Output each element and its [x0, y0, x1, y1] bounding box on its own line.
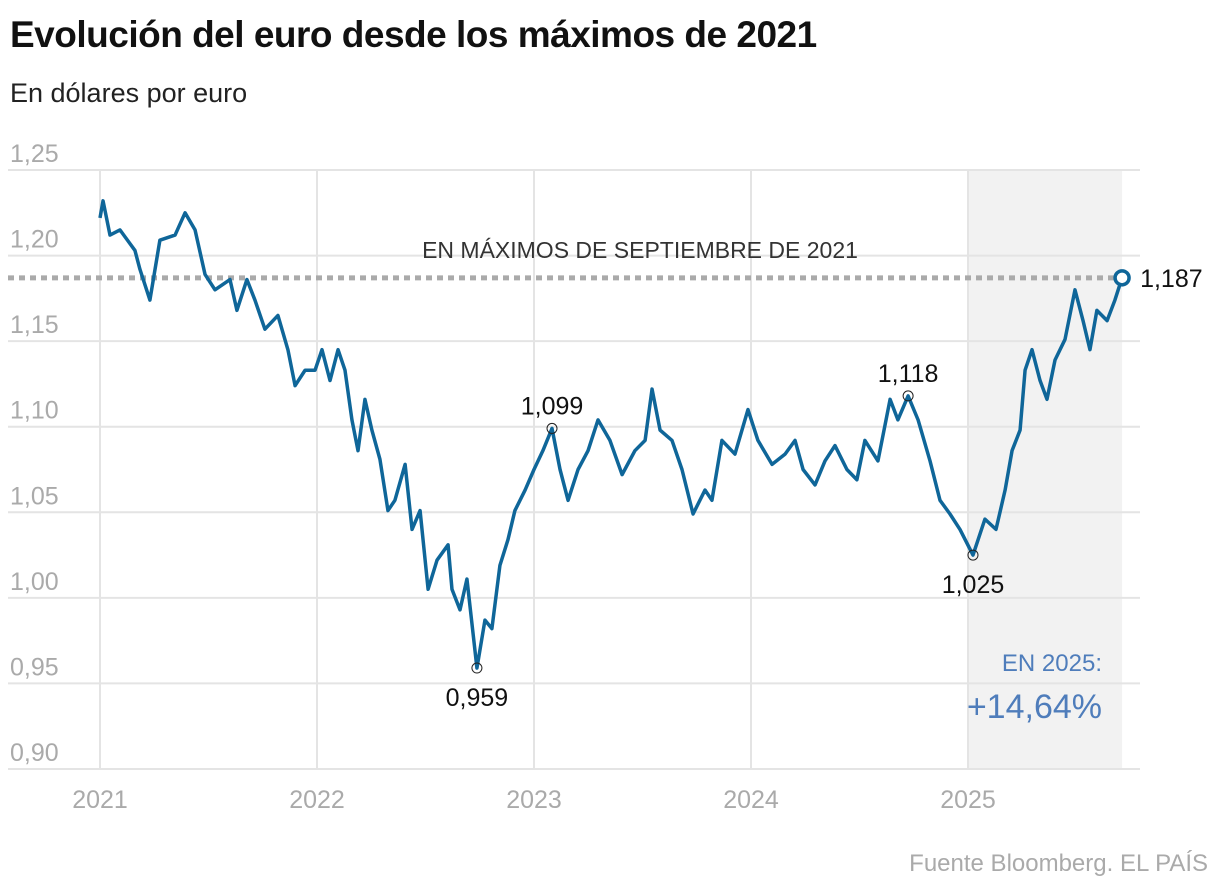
reference-line-label: EN MÁXIMOS DE SEPTIEMBRE DE 2021	[422, 237, 858, 263]
x-tick-label: 2025	[940, 786, 996, 814]
x-tick-label: 2023	[506, 786, 562, 814]
x-tick-label: 2024	[723, 786, 779, 814]
annotation-label: 1,099	[521, 392, 584, 420]
chart-subtitle: En dólares por euro	[10, 78, 248, 108]
y-tick-label: 1,00	[10, 568, 59, 596]
y-tick-label: 1,25	[10, 140, 59, 168]
annotation-label: 1,025	[942, 571, 1005, 599]
highlight-label: EN 2025:	[1002, 650, 1102, 677]
annotation-label: 1,118	[878, 360, 939, 388]
source-note: Fuente Bloomberg. EL PAÍS	[909, 850, 1208, 877]
latest-value-marker	[1113, 269, 1131, 287]
highlight-region-2025	[968, 170, 1123, 769]
series-line-eurusd	[98, 199, 1124, 670]
x-tick-label: 2022	[289, 786, 345, 814]
y-tick-label: 0,95	[10, 653, 59, 681]
annotation-marker	[967, 549, 979, 561]
y-tick-label: 1,15	[10, 311, 59, 339]
annotation-label: 0,959	[446, 684, 509, 712]
annotation-marker	[902, 390, 914, 402]
y-tick-label: 1,10	[10, 397, 59, 425]
annotation-label: 1,187	[1140, 265, 1203, 293]
x-tick-label: 2021	[72, 786, 128, 814]
chart-title: Evolución del euro desde los máximos de …	[10, 14, 817, 55]
y-tick-label: 1,20	[10, 226, 59, 254]
annotation-marker	[471, 662, 483, 674]
highlight-change-value: +14,64%	[967, 688, 1102, 726]
y-tick-label: 1,05	[10, 482, 59, 510]
y-tick-label: 0,90	[10, 739, 59, 767]
annotation-marker	[546, 422, 558, 434]
